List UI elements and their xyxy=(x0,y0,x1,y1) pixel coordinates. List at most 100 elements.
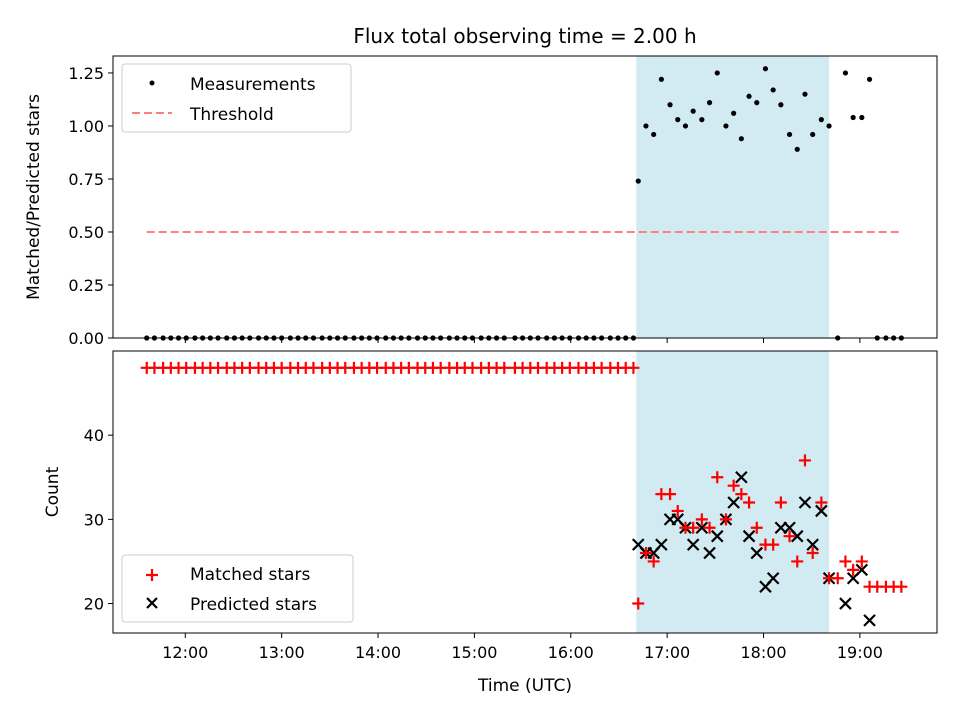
measurements-points xyxy=(144,66,904,341)
matched-star-point xyxy=(687,521,700,534)
predicted-star-point xyxy=(695,521,709,535)
matched-star-point xyxy=(664,488,677,501)
measurement-point xyxy=(850,114,856,121)
top-legend-box xyxy=(121,63,352,133)
predicted-star-point xyxy=(839,597,852,610)
matched-star-point xyxy=(750,521,763,534)
top-x-ticks xyxy=(184,338,861,343)
measurement-point xyxy=(818,117,824,123)
predicted-star-point xyxy=(703,546,716,560)
matched-star-point xyxy=(839,555,852,568)
measurement-point xyxy=(794,146,800,152)
measurement-point xyxy=(643,123,649,129)
top-observation-window xyxy=(636,56,830,338)
legend-threshold-label: Threshold xyxy=(189,105,274,125)
measurement-point xyxy=(699,117,705,123)
measurement-point xyxy=(802,91,808,97)
measurement-point xyxy=(731,110,737,116)
top-y-ticks: 0.00 0.25 0.50 0.75 1.00 1.25 xyxy=(68,64,113,348)
predicted-star-point xyxy=(735,470,748,484)
matched-stars-points xyxy=(140,361,908,610)
top-axes-frame xyxy=(112,55,938,339)
bottom-y-ticks: 20 30 40 xyxy=(84,426,113,614)
matched-star-point xyxy=(815,496,828,509)
legend-matched-marker xyxy=(146,569,158,581)
measurement-point xyxy=(778,102,784,108)
x-tick-label: 19:00 xyxy=(837,643,883,662)
top-panel: 0.00 0.25 0.50 0.75 1.00 1.25 Matched/Predict… xyxy=(24,55,938,348)
matched-star-point xyxy=(647,555,660,568)
measurement-point xyxy=(738,136,744,142)
matched-star-point xyxy=(627,361,640,374)
matched-star-point xyxy=(727,479,740,492)
matched-star-point xyxy=(806,547,819,560)
predicted-star-point xyxy=(655,538,668,551)
measurement-point xyxy=(635,178,641,184)
matched-star-point xyxy=(671,504,684,517)
matched-star-point xyxy=(791,555,804,568)
bottom-ylabel: Count xyxy=(43,466,63,517)
predicted-star-point xyxy=(727,496,740,509)
measurement-point xyxy=(786,131,793,138)
top-y-tick-label: 0.00 xyxy=(68,329,104,348)
bottom-y-tick-label: 30 xyxy=(84,510,104,529)
legend-predicted-label: Predicted stars xyxy=(190,595,317,615)
predicted-star-point xyxy=(686,538,700,551)
matched-star-point xyxy=(711,471,724,484)
bottom-x-ticks: 12:00 13:00 14:00 15:00 16:00 17:00 18:00 19:00 xyxy=(162,633,883,662)
measurement-point xyxy=(723,123,729,129)
predicted-star-point xyxy=(742,529,756,543)
bottom-legend: Matched stars Predicted stars xyxy=(121,554,354,623)
matched-star-point xyxy=(498,361,511,374)
x-tick-label: 14:00 xyxy=(355,643,401,662)
measurement-point xyxy=(826,123,832,129)
measurement-point xyxy=(866,76,873,82)
measurement-point xyxy=(754,100,760,106)
top-y-tick-label: 0.50 xyxy=(68,223,104,242)
measurement-point xyxy=(714,70,720,76)
matched-star-point xyxy=(831,572,844,585)
top-y-tick-label: 1.00 xyxy=(68,117,104,136)
figure-title: Flux total observing time = 2.00 h xyxy=(353,24,696,48)
x-tick-label: 17:00 xyxy=(644,643,690,662)
measurement-point xyxy=(842,70,849,76)
matched-star-point xyxy=(774,496,787,509)
predicted-star-point xyxy=(855,563,869,577)
x-axis-label: Time (UTC) xyxy=(477,676,572,696)
predicted-star-point xyxy=(710,529,724,543)
x-tick-label: 13:00 xyxy=(259,643,305,662)
bottom-axes-frame xyxy=(112,350,938,634)
bottom-y-tick-label: 20 xyxy=(84,595,104,614)
matched-star-point xyxy=(639,547,652,560)
measurement-point xyxy=(690,108,696,114)
matched-star-point xyxy=(719,513,732,526)
predicted-stars-points xyxy=(631,470,876,627)
top-ylabel: Matched/Predicted stars xyxy=(24,94,44,300)
matched-star-point xyxy=(743,496,756,509)
x-tick-label: 15:00 xyxy=(451,643,497,662)
measurement-point xyxy=(667,102,673,108)
legend-matched-label: Matched stars xyxy=(190,565,310,585)
matched-star-point xyxy=(847,563,860,576)
top-y-tick-label: 1.25 xyxy=(68,64,104,83)
predicted-star-point xyxy=(863,614,876,627)
matched-star-point xyxy=(767,538,780,551)
top-y-tick-label: 0.25 xyxy=(68,276,104,295)
matched-star-point xyxy=(855,555,868,568)
predicted-star-point xyxy=(815,504,828,518)
predicted-star-point xyxy=(750,546,764,560)
matched-star-point xyxy=(695,513,708,526)
legend-predicted-marker xyxy=(146,597,158,609)
matched-star-point xyxy=(632,597,645,610)
measurement-point xyxy=(770,87,776,93)
bottom-y-tick-label: 40 xyxy=(84,426,104,445)
legend-measurements-label: Measurements xyxy=(190,75,316,95)
predicted-star-point xyxy=(790,529,804,543)
top-y-tick-label: 0.75 xyxy=(68,170,104,189)
matched-star-point xyxy=(895,580,908,593)
matched-star-point xyxy=(783,530,796,543)
measurement-point xyxy=(651,131,657,138)
matched-star-point xyxy=(703,521,716,534)
measurement-point xyxy=(810,131,816,138)
